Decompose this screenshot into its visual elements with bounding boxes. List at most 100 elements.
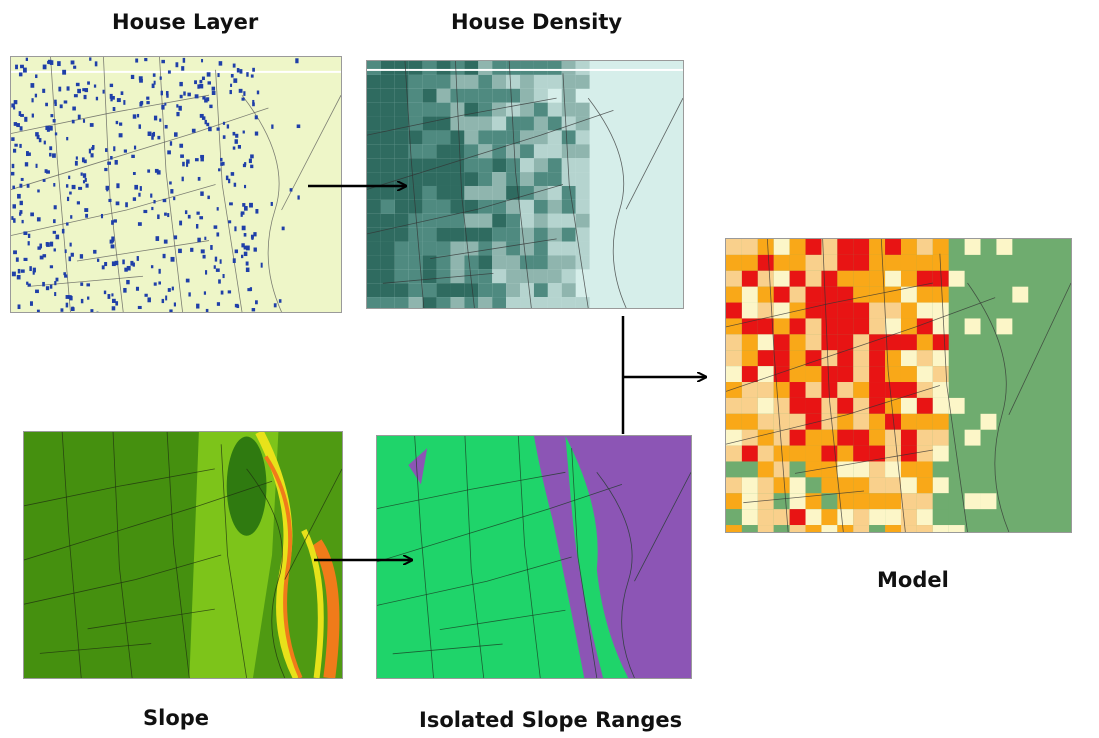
- model-cell: [932, 350, 949, 367]
- model-cell: [853, 270, 870, 287]
- house-marker: [42, 178, 46, 182]
- house-marker: [115, 301, 119, 306]
- model-cell: [805, 461, 822, 478]
- density-cell: [561, 88, 576, 103]
- model-cell: [773, 302, 790, 319]
- slope-title: Slope: [143, 706, 210, 730]
- house-marker: [169, 141, 173, 146]
- house-marker: [66, 86, 70, 91]
- density-cell: [408, 158, 423, 173]
- house-marker: [204, 236, 207, 240]
- density-cell: [561, 158, 576, 173]
- house-marker: [217, 73, 220, 78]
- house-marker: [151, 135, 154, 140]
- house-marker: [161, 298, 165, 304]
- house-marker: [25, 57, 28, 61]
- house-marker: [103, 290, 107, 295]
- house-marker: [186, 161, 189, 167]
- house-marker: [214, 256, 218, 262]
- density-cell: [478, 255, 493, 270]
- density-cell: [547, 185, 562, 200]
- density-cell: [561, 255, 576, 270]
- house-marker: [156, 170, 161, 175]
- map-background: [11, 57, 341, 312]
- road-line: [726, 297, 996, 392]
- house-marker: [115, 120, 119, 125]
- density-cell: [464, 227, 479, 242]
- model-cell: [932, 413, 949, 430]
- house-marker: [27, 233, 31, 238]
- slope-map: [23, 431, 343, 679]
- road-line: [596, 472, 635, 678]
- density-cell: [547, 241, 562, 256]
- density-cell: [506, 158, 521, 173]
- house-marker: [174, 132, 178, 137]
- house-marker: [20, 269, 25, 273]
- model-cell: [837, 429, 854, 446]
- house-marker: [82, 180, 86, 184]
- house-marker: [20, 177, 24, 181]
- model-cell: [885, 382, 901, 398]
- house-marker: [234, 139, 238, 144]
- density-cell: [492, 269, 507, 284]
- density-cell: [492, 61, 507, 75]
- model-cell: [821, 509, 838, 526]
- model-cell: [789, 509, 806, 526]
- house-marker: [243, 251, 248, 257]
- house-marker: [196, 303, 200, 309]
- model-cell: [900, 239, 917, 255]
- density-cell: [422, 144, 437, 159]
- house-marker: [196, 211, 200, 215]
- house-marker: [18, 111, 22, 117]
- model-cell: [805, 254, 822, 271]
- density-cell: [492, 283, 507, 298]
- density-cell: [408, 130, 423, 145]
- house-marker: [237, 145, 242, 149]
- model-cell: [757, 254, 774, 271]
- model-cell: [821, 525, 838, 532]
- density-cell: [561, 297, 576, 308]
- model-cell: [1012, 286, 1029, 303]
- model-cell: [805, 493, 822, 510]
- density-cell: [436, 74, 451, 89]
- house-marker: [53, 183, 56, 187]
- house-marker: [194, 158, 199, 162]
- house-marker: [49, 125, 53, 131]
- density-cell: [380, 61, 395, 75]
- density-cell: [408, 74, 423, 89]
- model-cell: [885, 525, 901, 532]
- house-marker: [216, 127, 220, 131]
- house-marker: [169, 309, 173, 312]
- house-marker: [39, 243, 43, 249]
- model-cell: [789, 366, 806, 383]
- house-density-title: House Density: [451, 10, 623, 34]
- house-marker: [82, 173, 87, 178]
- house-marker: [232, 131, 236, 136]
- road-line: [281, 95, 341, 211]
- house-marker: [254, 115, 258, 120]
- model-cell: [885, 366, 901, 383]
- model-cell: [821, 461, 838, 478]
- model-cell: [773, 493, 790, 510]
- house-marker: [31, 113, 34, 118]
- house-marker: [201, 76, 205, 81]
- model-cell: [932, 477, 949, 494]
- model-cell: [821, 477, 838, 494]
- model-cell: [916, 509, 933, 526]
- isolated-slope-ranges-title: Isolated Slope Ranges: [419, 708, 683, 732]
- model-cell: [900, 334, 917, 351]
- house-marker: [42, 281, 45, 287]
- model-cell: [916, 286, 933, 303]
- model-cell: [885, 477, 901, 494]
- model-cell: [789, 477, 806, 494]
- density-cell: [533, 283, 548, 298]
- density-cell: [506, 144, 521, 159]
- house-marker: [249, 287, 253, 292]
- house-marker: [194, 94, 199, 99]
- house-marker: [273, 303, 277, 308]
- house-marker: [255, 209, 259, 214]
- house-marker: [11, 171, 15, 176]
- model-cell: [741, 239, 758, 255]
- house-marker: [170, 256, 175, 262]
- house-marker: [297, 195, 300, 200]
